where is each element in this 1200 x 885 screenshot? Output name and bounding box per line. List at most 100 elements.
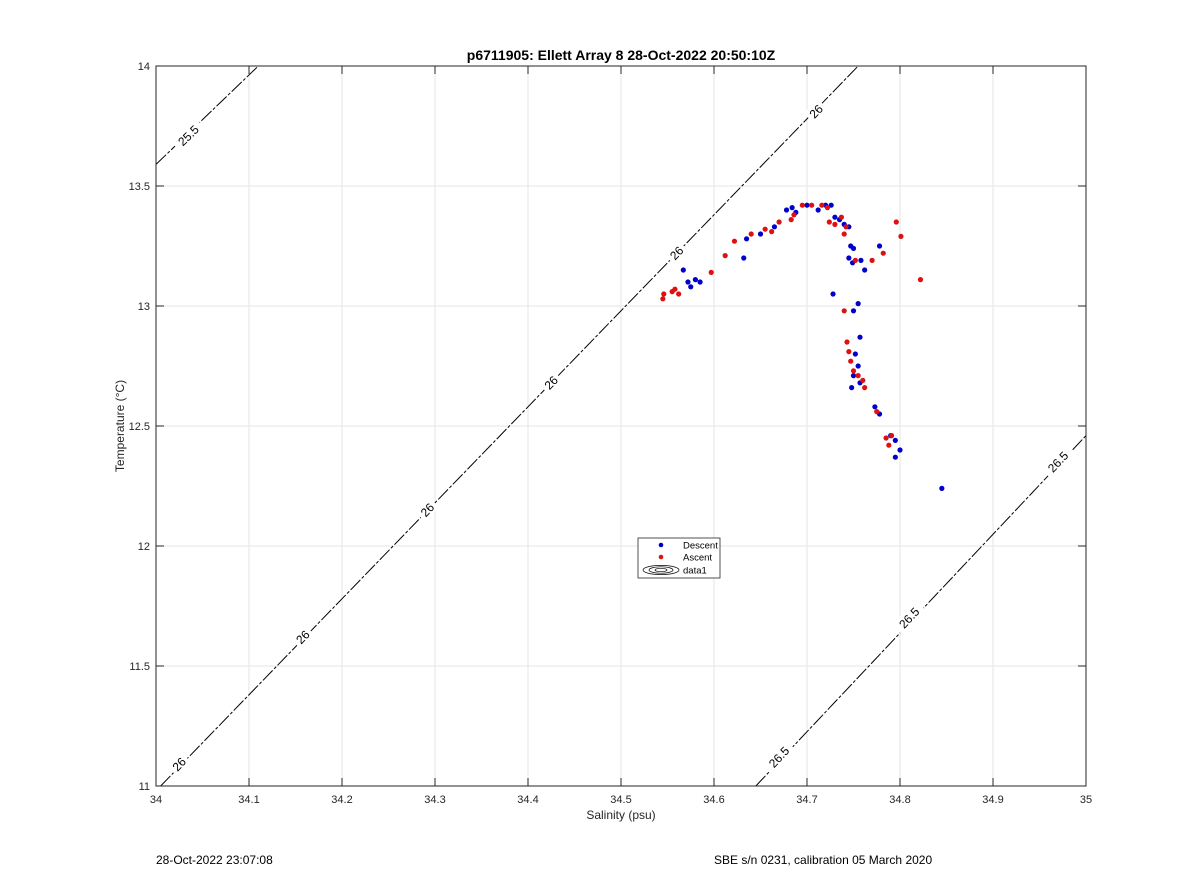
legend-ascent-label: Ascent (683, 553, 712, 564)
ascent-point (676, 291, 682, 297)
descent-point (741, 255, 747, 261)
descent-point (789, 205, 795, 211)
ascent-point (852, 257, 858, 263)
x-tick-label: 34.1 (238, 794, 259, 806)
ascent-point (809, 202, 815, 208)
contour-label-gap (891, 600, 926, 635)
y-axis-label: Temperature (°C) (113, 380, 127, 472)
descent-point (855, 363, 861, 369)
contour-label-gap (170, 118, 205, 152)
ascent-point (769, 229, 775, 235)
descent-point (685, 279, 691, 285)
descent-point (897, 447, 903, 453)
ascent-point (855, 373, 861, 379)
x-tick-label: 34.2 (331, 794, 352, 806)
descent-point (849, 385, 855, 391)
y-tick-label: 13.5 (129, 181, 150, 193)
ascent-point (826, 219, 832, 225)
descent-point (828, 202, 834, 208)
x-tick-label: 34.3 (424, 794, 445, 806)
ascent-point (886, 442, 892, 448)
ascent-point (844, 339, 850, 345)
y-tick-label: 11.5 (129, 661, 150, 673)
descent-point (757, 231, 764, 237)
descent-point (872, 404, 878, 410)
descent-point (858, 257, 864, 263)
ascent-point (819, 202, 825, 208)
ascent-point (762, 226, 768, 232)
chart-title: p6711905: Ellett Array 8 28-Oct-2022 20:… (467, 47, 776, 63)
y-tick-label: 14 (138, 61, 150, 73)
descent-point (876, 243, 883, 249)
descent-point (783, 207, 790, 213)
ascent-point (850, 368, 857, 374)
descent-point (688, 284, 694, 290)
descent-point (771, 224, 778, 230)
footer-timestamp: 28-Oct-2022 23:07:08 (156, 853, 273, 867)
x-tick-label: 35 (1080, 794, 1092, 806)
descent-point (692, 277, 699, 283)
legend-data1-label: data1 (683, 566, 707, 577)
x-axis-label: Salinity (psu) (586, 808, 655, 822)
x-tick-label: 34.6 (703, 794, 724, 806)
ascent-point (661, 291, 667, 297)
y-tick-label: 12.5 (129, 421, 150, 433)
legend: Descent Ascent data1 (637, 537, 721, 579)
ticks: 34 34.1 34.2 34.3 34.4 34.5 34.6 34.7 34.8 34.9 35… (129, 61, 1093, 806)
y-tick-label: 12 (138, 541, 150, 553)
descent-point (850, 308, 857, 314)
x-tick-label: 34 (150, 794, 162, 806)
descent-point (832, 214, 838, 220)
ascent-point (889, 433, 895, 439)
contour-label-gap (290, 624, 315, 649)
legend-data1-contour-icon (642, 565, 680, 575)
ascent-point (869, 257, 875, 263)
descent-point (892, 454, 898, 460)
contour-label-gap (166, 751, 191, 776)
ascent-point (672, 286, 678, 292)
x-tick-label: 34.5 (610, 794, 631, 806)
descent-point (743, 236, 750, 242)
descent-point (892, 437, 898, 443)
contour-label-gap (664, 240, 689, 265)
ascent-point (776, 219, 782, 225)
descent-point (697, 279, 703, 285)
contour-label-gap (1040, 444, 1075, 479)
ascent-point (799, 202, 805, 208)
ascent-point (917, 277, 924, 283)
ascent-point (883, 435, 889, 441)
data-series (660, 202, 945, 491)
descent-point (850, 245, 857, 251)
x-tick-label: 34.7 (796, 794, 817, 806)
ascent-point (893, 219, 899, 225)
ascent-point (841, 308, 847, 314)
contour-label-gap (803, 98, 828, 123)
footer-calibration: SBE s/n 0231, calibration 05 March 2020 (714, 853, 933, 867)
descent-point (804, 202, 810, 208)
y-tick-label: 13 (138, 301, 150, 313)
contour-line (160, 65, 859, 787)
contour-line (155, 65, 259, 165)
legend-ascent-marker (658, 554, 664, 560)
descent-point (680, 267, 686, 273)
ascent-point (722, 253, 728, 259)
legend-descent-marker (658, 542, 664, 548)
ascent-point (791, 212, 797, 218)
descent-point (852, 351, 858, 357)
ascent-point (862, 385, 868, 391)
ascent-point (788, 217, 794, 223)
ascent-point (832, 221, 838, 227)
ascent-point (748, 231, 754, 237)
x-tick-label: 34.8 (889, 794, 910, 806)
descent-point (846, 255, 852, 261)
ascent-point (731, 238, 738, 244)
contour-label-gap (538, 370, 563, 395)
ascent-point (880, 250, 886, 256)
ascent-point (841, 231, 847, 237)
descent-point (850, 373, 857, 379)
ascent-point (708, 269, 714, 275)
descent-point (857, 334, 863, 340)
